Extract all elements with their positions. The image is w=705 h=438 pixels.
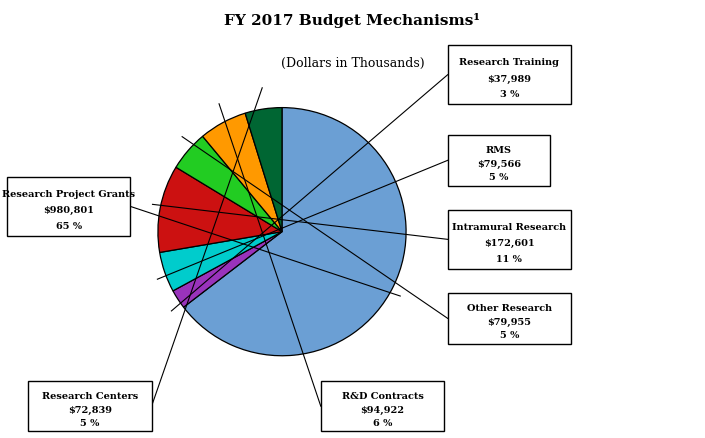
Wedge shape [183, 108, 406, 356]
Text: 65 %: 65 % [56, 221, 82, 230]
Text: $79,955: $79,955 [487, 317, 532, 326]
Text: Research Training: Research Training [460, 58, 559, 67]
Text: $37,989: $37,989 [487, 74, 532, 84]
Text: RMS: RMS [486, 145, 512, 154]
Text: Research Centers: Research Centers [42, 391, 138, 399]
Text: (Dollars in Thousands): (Dollars in Thousands) [281, 57, 424, 70]
Text: $72,839: $72,839 [68, 405, 112, 414]
Text: 6 %: 6 % [373, 418, 392, 427]
Wedge shape [159, 232, 282, 291]
Text: Other Research: Other Research [467, 303, 552, 312]
Text: $94,922: $94,922 [360, 405, 405, 414]
Text: $79,566: $79,566 [477, 159, 521, 169]
Text: 5 %: 5 % [500, 330, 519, 339]
Wedge shape [158, 168, 282, 253]
Text: 3 %: 3 % [500, 90, 519, 99]
Text: $172,601: $172,601 [484, 239, 534, 248]
Text: $980,801: $980,801 [43, 206, 94, 215]
Text: R&D Contracts: R&D Contracts [341, 391, 424, 399]
Text: Intramural Research: Intramural Research [453, 223, 566, 231]
Text: 11 %: 11 % [496, 254, 522, 263]
Text: 5 %: 5 % [80, 418, 99, 427]
Wedge shape [176, 137, 282, 232]
Wedge shape [202, 114, 282, 232]
Wedge shape [245, 108, 282, 232]
Text: Research Project Grants: Research Project Grants [2, 190, 135, 198]
Text: 5 %: 5 % [489, 173, 508, 182]
Wedge shape [173, 232, 282, 307]
Text: FY 2017 Budget Mechanisms¹: FY 2017 Budget Mechanisms¹ [224, 13, 481, 28]
